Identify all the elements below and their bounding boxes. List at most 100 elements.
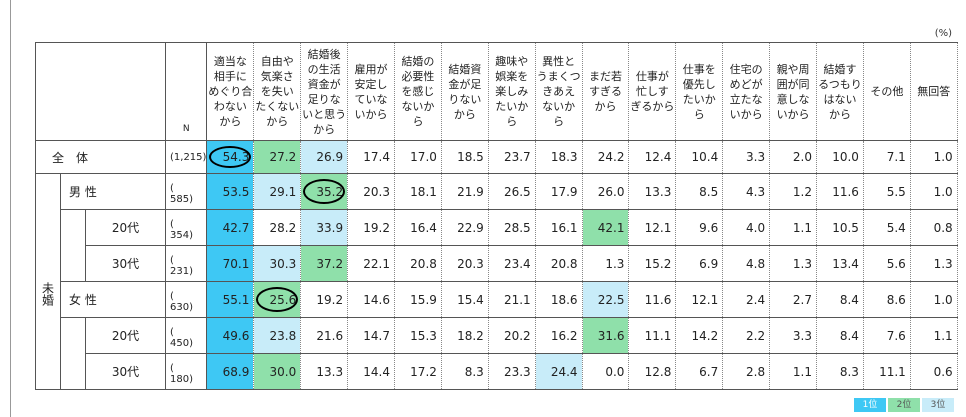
value-cell: 7.6 (862, 317, 911, 354)
value-cell: 17.4 (347, 140, 395, 174)
value-cell: 18.6 (534, 281, 583, 318)
column-header: 適当な 相手に めぐり合 わない から (206, 42, 255, 141)
value-cell: 2.4 (722, 281, 771, 318)
value-cell: 55.1 (206, 281, 255, 318)
value-cell: 53.5 (206, 173, 255, 210)
value-cell: 15.9 (394, 281, 442, 318)
n-cell: ( 585) (164, 173, 208, 210)
value-cell: 23.3 (487, 353, 536, 390)
value-cell: 13.4 (816, 245, 864, 282)
column-header: 異性と うまくつ きあえ ないか ら (534, 42, 583, 141)
value-cell: 1.2 (769, 173, 818, 210)
value-cell: 2.2 (722, 317, 771, 354)
row-label: 女 性 (60, 281, 166, 318)
column-header: 親や周 囲が同 意しな いから (769, 42, 818, 141)
unit-label: (%) (934, 28, 952, 39)
value-cell: 10.4 (675, 140, 724, 174)
value-cell: 19.2 (300, 281, 349, 318)
circle-mark (303, 179, 346, 204)
value-cell: 1.3 (909, 245, 958, 282)
value-cell: 6.9 (675, 245, 724, 282)
value-cell: 1.3 (769, 245, 818, 282)
header-row: N 適当な 相手に めぐり合 わない から 自由や 気楽さ を失い たくない から結… (35, 42, 958, 141)
value-cell: 13.3 (628, 173, 677, 210)
column-header: 結婚後 の生活 資金が 足りな いと思う から (300, 42, 349, 141)
column-header: 無回答 (909, 42, 958, 141)
value-cell: 12.4 (628, 140, 677, 174)
survey-table: N 適当な 相手に めぐり合 わない から 自由や 気楽さ を失い たくない から結… (35, 42, 958, 390)
value-cell: 20.2 (487, 317, 536, 354)
column-header: 結婚資 金が足 りない から (440, 42, 489, 141)
value-cell: 3.3 (769, 317, 818, 354)
value-cell: 14.4 (347, 353, 395, 390)
value-cell: 20.3 (347, 173, 395, 210)
value-cell: 16.4 (394, 209, 442, 246)
value-cell: 26.0 (581, 173, 630, 210)
value-cell: 18.1 (394, 173, 442, 210)
section-row: 未婚男 性( 585) 53.5 29.1 35.2 20.3 18.1 21.9 26.5 1… (35, 173, 958, 390)
legend-item: 1位 (854, 398, 886, 412)
value-cell: 14.7 (347, 317, 395, 354)
value-cell: 8.4 (816, 317, 864, 354)
sub-row: 20代( 354) 42.7 28.2 33.9 19.2 16.4 22.9 28.5 16.… (36, 209, 958, 282)
indent (60, 317, 86, 390)
value-cell: 11.1 (628, 317, 677, 354)
sub-row: 30代( 180) 68.9 30.0 13.3 14.4 17.2 8.3 23.3 24.4… (36, 353, 958, 390)
value-cell: 22.9 (440, 209, 489, 246)
value-cell: 1.1 (769, 353, 818, 390)
value-cell: 17.0 (394, 140, 442, 174)
value-cell: 4.8 (722, 245, 771, 282)
value-cell: 8.5 (675, 173, 724, 210)
value-cell: 20.3 (440, 245, 489, 282)
value-cell: 12.1 (628, 209, 677, 246)
value-cell: 22.1 (347, 245, 395, 282)
value-cell: 68.9 (206, 353, 255, 390)
value-cell: 3.3 (722, 140, 771, 174)
value-cell: 17.9 (534, 173, 583, 210)
value-cell: 8.3 (816, 353, 864, 390)
legend: 1位 2位 3位 (854, 398, 954, 412)
row-label: 20代 (85, 209, 166, 246)
column-header: 結婚の 必要性 を感じ ないか ら (394, 42, 442, 141)
row-label: 30代 (85, 353, 166, 390)
indent (60, 209, 86, 282)
column-header: 結婚す るつもり はない から (816, 42, 864, 141)
n-cell: ( 450) (164, 317, 208, 354)
value-cell: 31.6 (581, 317, 630, 354)
value-cell: 21.9 (440, 173, 489, 210)
value-cell: 0.8 (909, 209, 958, 246)
value-cell: 5.6 (862, 245, 911, 282)
n-cell: ( 180) (164, 353, 208, 390)
value-cell: 12.1 (675, 281, 724, 318)
row-label: 20代 (85, 317, 166, 354)
value-cell: 1.0 (909, 173, 958, 210)
value-cell: 2.0 (769, 140, 818, 174)
value-cell: 13.3 (300, 353, 349, 390)
n-header: N (164, 42, 208, 141)
circle-mark (209, 146, 252, 168)
value-cell: 22.5 (581, 281, 630, 318)
column-header: まだ若 すぎる から (581, 42, 630, 141)
value-cell: 16.1 (534, 209, 583, 246)
n-cell: (1,215) (164, 140, 208, 174)
value-cell: 4.0 (722, 209, 771, 246)
value-cell: 4.3 (722, 173, 771, 210)
value-cell: 23.8 (253, 317, 302, 354)
value-cell: 28.2 (253, 209, 302, 246)
sub-row: 20代( 450) 49.6 23.8 21.6 14.7 15.3 18.2 20.2 16.… (36, 317, 958, 390)
value-cell: 1.0 (909, 140, 958, 174)
value-cell: 0.6 (909, 353, 958, 390)
value-cell: 35.2 (300, 173, 349, 210)
value-cell: 10.5 (816, 209, 864, 246)
value-cell: 1.3 (581, 245, 630, 282)
value-cell: 8.6 (862, 281, 911, 318)
value-cell: 54.3 (206, 140, 255, 174)
value-cell: 23.4 (487, 245, 536, 282)
column-header: その他 (862, 42, 911, 141)
value-cell: 17.2 (394, 353, 442, 390)
group-label: 未婚 (35, 173, 61, 390)
column-header: 雇用が 安定し ていな いから (347, 42, 395, 141)
value-cell: 70.1 (206, 245, 255, 282)
value-cell: 21.6 (300, 317, 349, 354)
